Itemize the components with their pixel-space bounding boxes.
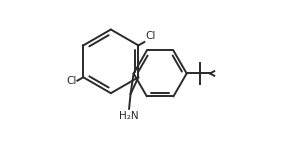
Text: H₂N: H₂N	[119, 111, 139, 121]
Text: Cl: Cl	[145, 31, 155, 41]
Text: Cl: Cl	[66, 76, 77, 86]
